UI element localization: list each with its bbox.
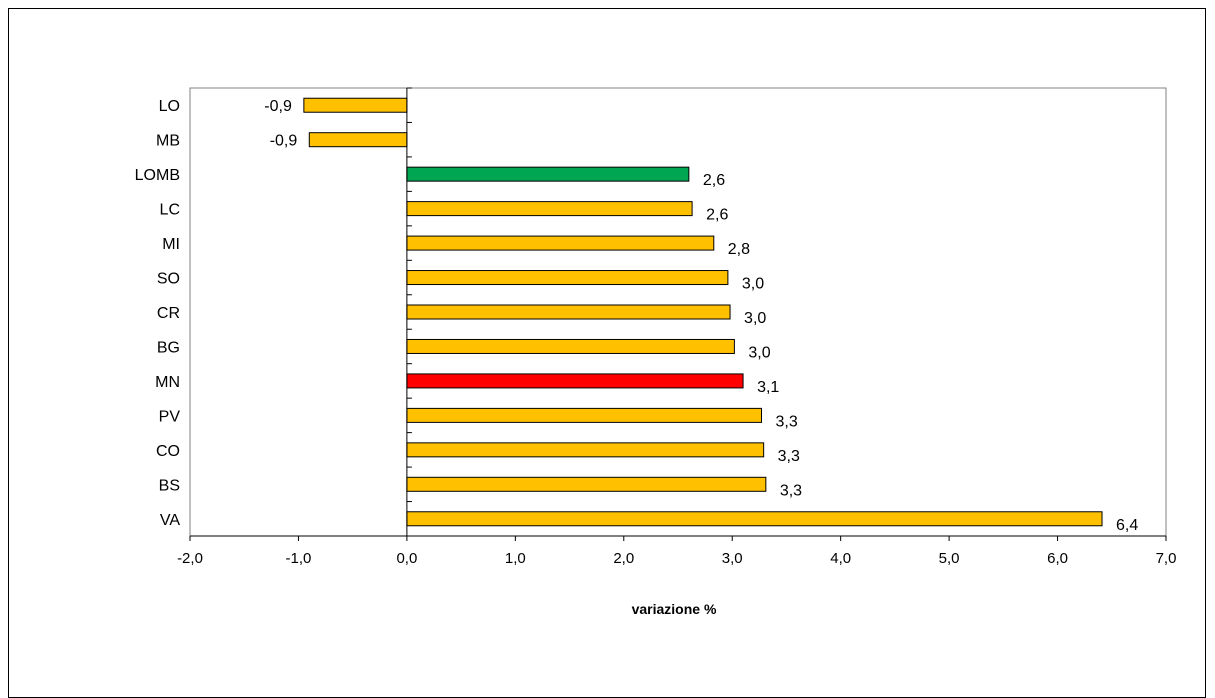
category-label-pv: PV [159,408,181,425]
category-label-lomb: LOMB [135,167,180,184]
category-label-bs: BS [159,477,180,494]
data-label-cr: 3,0 [744,310,766,327]
x-tick-label: 3,0 [722,550,743,567]
data-label-so: 3,0 [742,276,764,293]
bar-cr [406,304,731,320]
x-tick-label: 6,0 [1047,550,1068,567]
bar-lo [303,97,408,113]
bar-mi [406,235,715,251]
x-tick-label: 1,0 [505,550,526,567]
bar-mb [308,132,408,148]
data-label-mn: 3,1 [757,379,779,396]
data-label-co: 3,3 [778,448,800,465]
x-tick-label: 4,0 [830,550,851,567]
bar-lc [406,201,693,217]
x-tick-label: 5,0 [939,550,960,567]
data-label-mi: 2,8 [728,241,750,258]
category-label-lo: LO [159,98,180,115]
x-tick-label: 2,0 [613,550,634,567]
x-tick-label: -1,0 [286,550,312,567]
category-label-mi: MI [162,236,180,253]
x-axis-title: variazione % [632,601,717,617]
data-label-pv: 3,3 [776,413,798,430]
category-label-cr: CR [157,305,180,322]
data-label-lc: 2,6 [706,207,728,224]
bar-bs [406,476,767,492]
bar-co [406,442,765,458]
category-label-lc: LC [160,202,180,219]
x-tick-label: -2,0 [177,550,203,567]
category-label-mn: MN [155,374,180,391]
category-label-mb: MB [156,133,180,150]
bar-pv [406,407,763,423]
bar-va [406,511,1103,527]
category-label-bg: BG [157,339,180,356]
x-tick-label: 7,0 [1156,550,1177,567]
plot-area [189,87,1167,537]
category-label-va: VA [160,512,180,529]
data-label-lo: -0,9 [264,98,292,115]
category-label-so: SO [157,271,180,288]
bar-lomb [406,166,690,182]
data-label-bg: 3,0 [748,344,770,361]
bar-mn [406,373,744,389]
bar-bg [406,338,735,354]
data-label-bs: 3,3 [780,482,802,499]
bar-so [406,270,729,286]
data-label-mb: -0,9 [270,133,298,150]
x-tick-label: 0,0 [396,550,417,567]
data-label-va: 6,4 [1116,517,1138,534]
data-label-lomb: 2,6 [703,172,725,189]
category-label-co: CO [156,443,180,460]
